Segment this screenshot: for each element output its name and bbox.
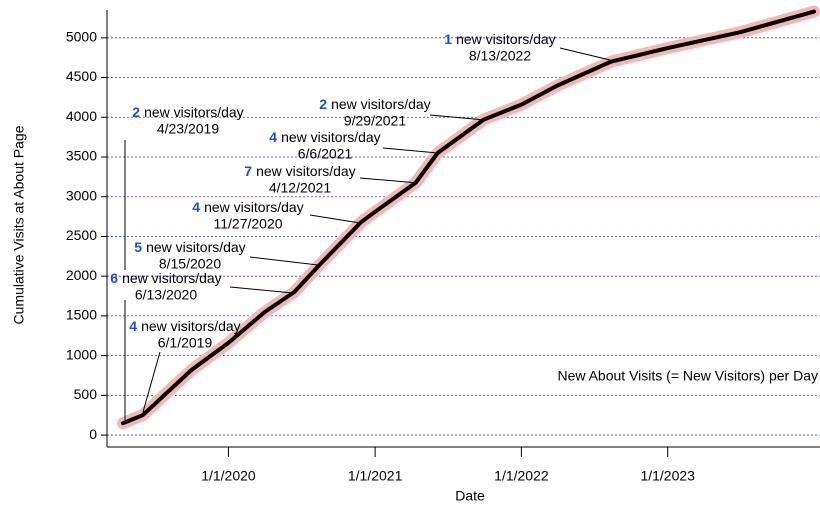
annotation-date: 11/27/2020 — [213, 216, 282, 232]
y-tick-label: 1000 — [66, 346, 97, 362]
annotation-rate: 5 — [134, 239, 142, 255]
annotation: 1 new visitors/day — [444, 31, 555, 47]
line — [121, 9, 816, 426]
annotation-date: 4/23/2019 — [157, 121, 219, 137]
annotation-text: new visitors/day — [122, 270, 222, 286]
annotation-text: new visitors/day — [141, 318, 241, 334]
annotation: 2 new visitors/day — [132, 104, 243, 120]
annotation-date: 9/29/2021 — [344, 113, 406, 129]
annotation-date: 6/6/2021 — [298, 146, 353, 162]
annotation-date: 6/1/2019 — [158, 335, 213, 351]
annotation-text: new visitors/day — [281, 129, 381, 145]
y-tick-label: 2000 — [66, 267, 97, 283]
leader-line — [429, 114, 486, 121]
y-tick-label: 500 — [74, 386, 98, 402]
legend-text: New About Visits (= New Visitors) per Da… — [557, 368, 818, 384]
x-axis-title: Date — [455, 488, 485, 504]
annotation-rate: 4 — [269, 129, 277, 145]
x-tick-label: 1/1/2021 — [348, 468, 403, 484]
annotation-date: 4/12/2021 — [269, 180, 331, 196]
leader-line — [249, 256, 319, 266]
annotation: 4 new visitors/day — [269, 129, 380, 145]
annotation-rate: 4 — [192, 199, 200, 215]
annotation-date: 8/13/2022 — [469, 48, 531, 64]
annotation-rate: 1 — [444, 31, 452, 47]
x-tick-label: 1/1/2023 — [640, 468, 695, 484]
annotation: 5 new visitors/day — [134, 239, 245, 255]
annotation-text: new visitors/day — [144, 104, 244, 120]
leader-line — [359, 177, 419, 184]
annotation: 6 new visitors/day — [110, 270, 221, 286]
annotation-rate: 4 — [129, 318, 137, 334]
annotation-rate: 2 — [132, 104, 140, 120]
y-tick-label: 0 — [89, 426, 97, 442]
annotation-date: 8/15/2020 — [159, 256, 221, 272]
x-tick-label: 1/1/2022 — [494, 468, 549, 484]
leader-line — [382, 147, 439, 154]
y-axis-title: Cumulative Visits at About Page — [11, 125, 27, 324]
annotation-date: 6/13/2020 — [135, 287, 197, 303]
leader-line — [309, 214, 361, 224]
leader-line — [559, 47, 611, 61]
y-tick-label: 3000 — [66, 187, 97, 203]
annotation-text: new visitors/day — [456, 31, 556, 47]
annotation: 2 new visitors/day — [319, 96, 430, 112]
annotation-rate: 7 — [244, 163, 252, 179]
annotation-rate: 6 — [110, 270, 118, 286]
y-tick-label: 1500 — [66, 307, 97, 323]
y-tick-label: 4000 — [66, 108, 97, 124]
y-tick-label: 5000 — [66, 29, 97, 45]
y-tick-label: 4500 — [66, 68, 97, 84]
y-tick-label: 2500 — [66, 227, 97, 243]
annotation: 4 new visitors/day — [192, 199, 303, 215]
y-tick-label: 3500 — [66, 148, 97, 164]
annotation: 7 new visitors/day — [244, 163, 355, 179]
annotation-rate: 2 — [319, 96, 327, 112]
annotation-text: new visitors/day — [204, 199, 304, 215]
x-tick-label: 1/1/2020 — [201, 468, 256, 484]
annotation-text: new visitors/day — [331, 96, 431, 112]
annotation: 4 new visitors/day — [129, 318, 240, 334]
annotation-text: new visitors/day — [256, 163, 356, 179]
leader-line — [229, 286, 294, 294]
annotation-text: new visitors/day — [146, 239, 246, 255]
leader-line — [142, 351, 161, 413]
